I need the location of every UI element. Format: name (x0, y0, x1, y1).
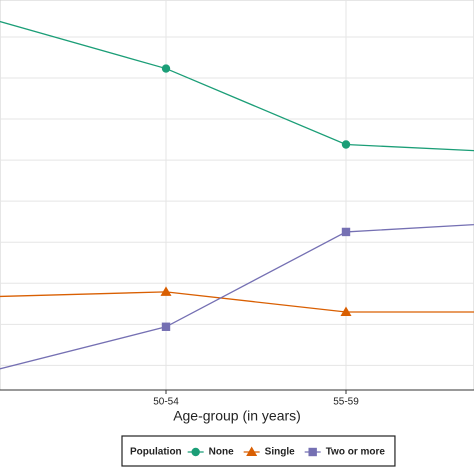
point (160, 286, 172, 296)
point (161, 322, 171, 331)
legend-title: Population (130, 447, 182, 458)
point (340, 306, 352, 316)
series-line (0, 291, 474, 313)
point (161, 64, 171, 73)
series-line (0, 223, 474, 370)
legend: Population None Single Two or more (121, 435, 396, 467)
point (341, 227, 351, 237)
legend-label: Two or more (326, 447, 386, 458)
x-axis-title: Age-group (in years) (173, 408, 301, 424)
x-tick-label: 55-59 (333, 397, 359, 408)
x-tick-label: 50-54 (153, 397, 179, 408)
series-layer (0, 20, 474, 370)
point (341, 140, 351, 149)
plot-panel (0, 0, 474, 391)
point (246, 446, 258, 456)
legend-label: None (209, 447, 234, 458)
series-line (0, 20, 474, 152)
point (308, 447, 317, 457)
x-axis: 50-54 55-59 (153, 390, 359, 408)
legend-label: Single (265, 447, 295, 458)
point (191, 447, 200, 457)
legend-box (121, 435, 396, 467)
